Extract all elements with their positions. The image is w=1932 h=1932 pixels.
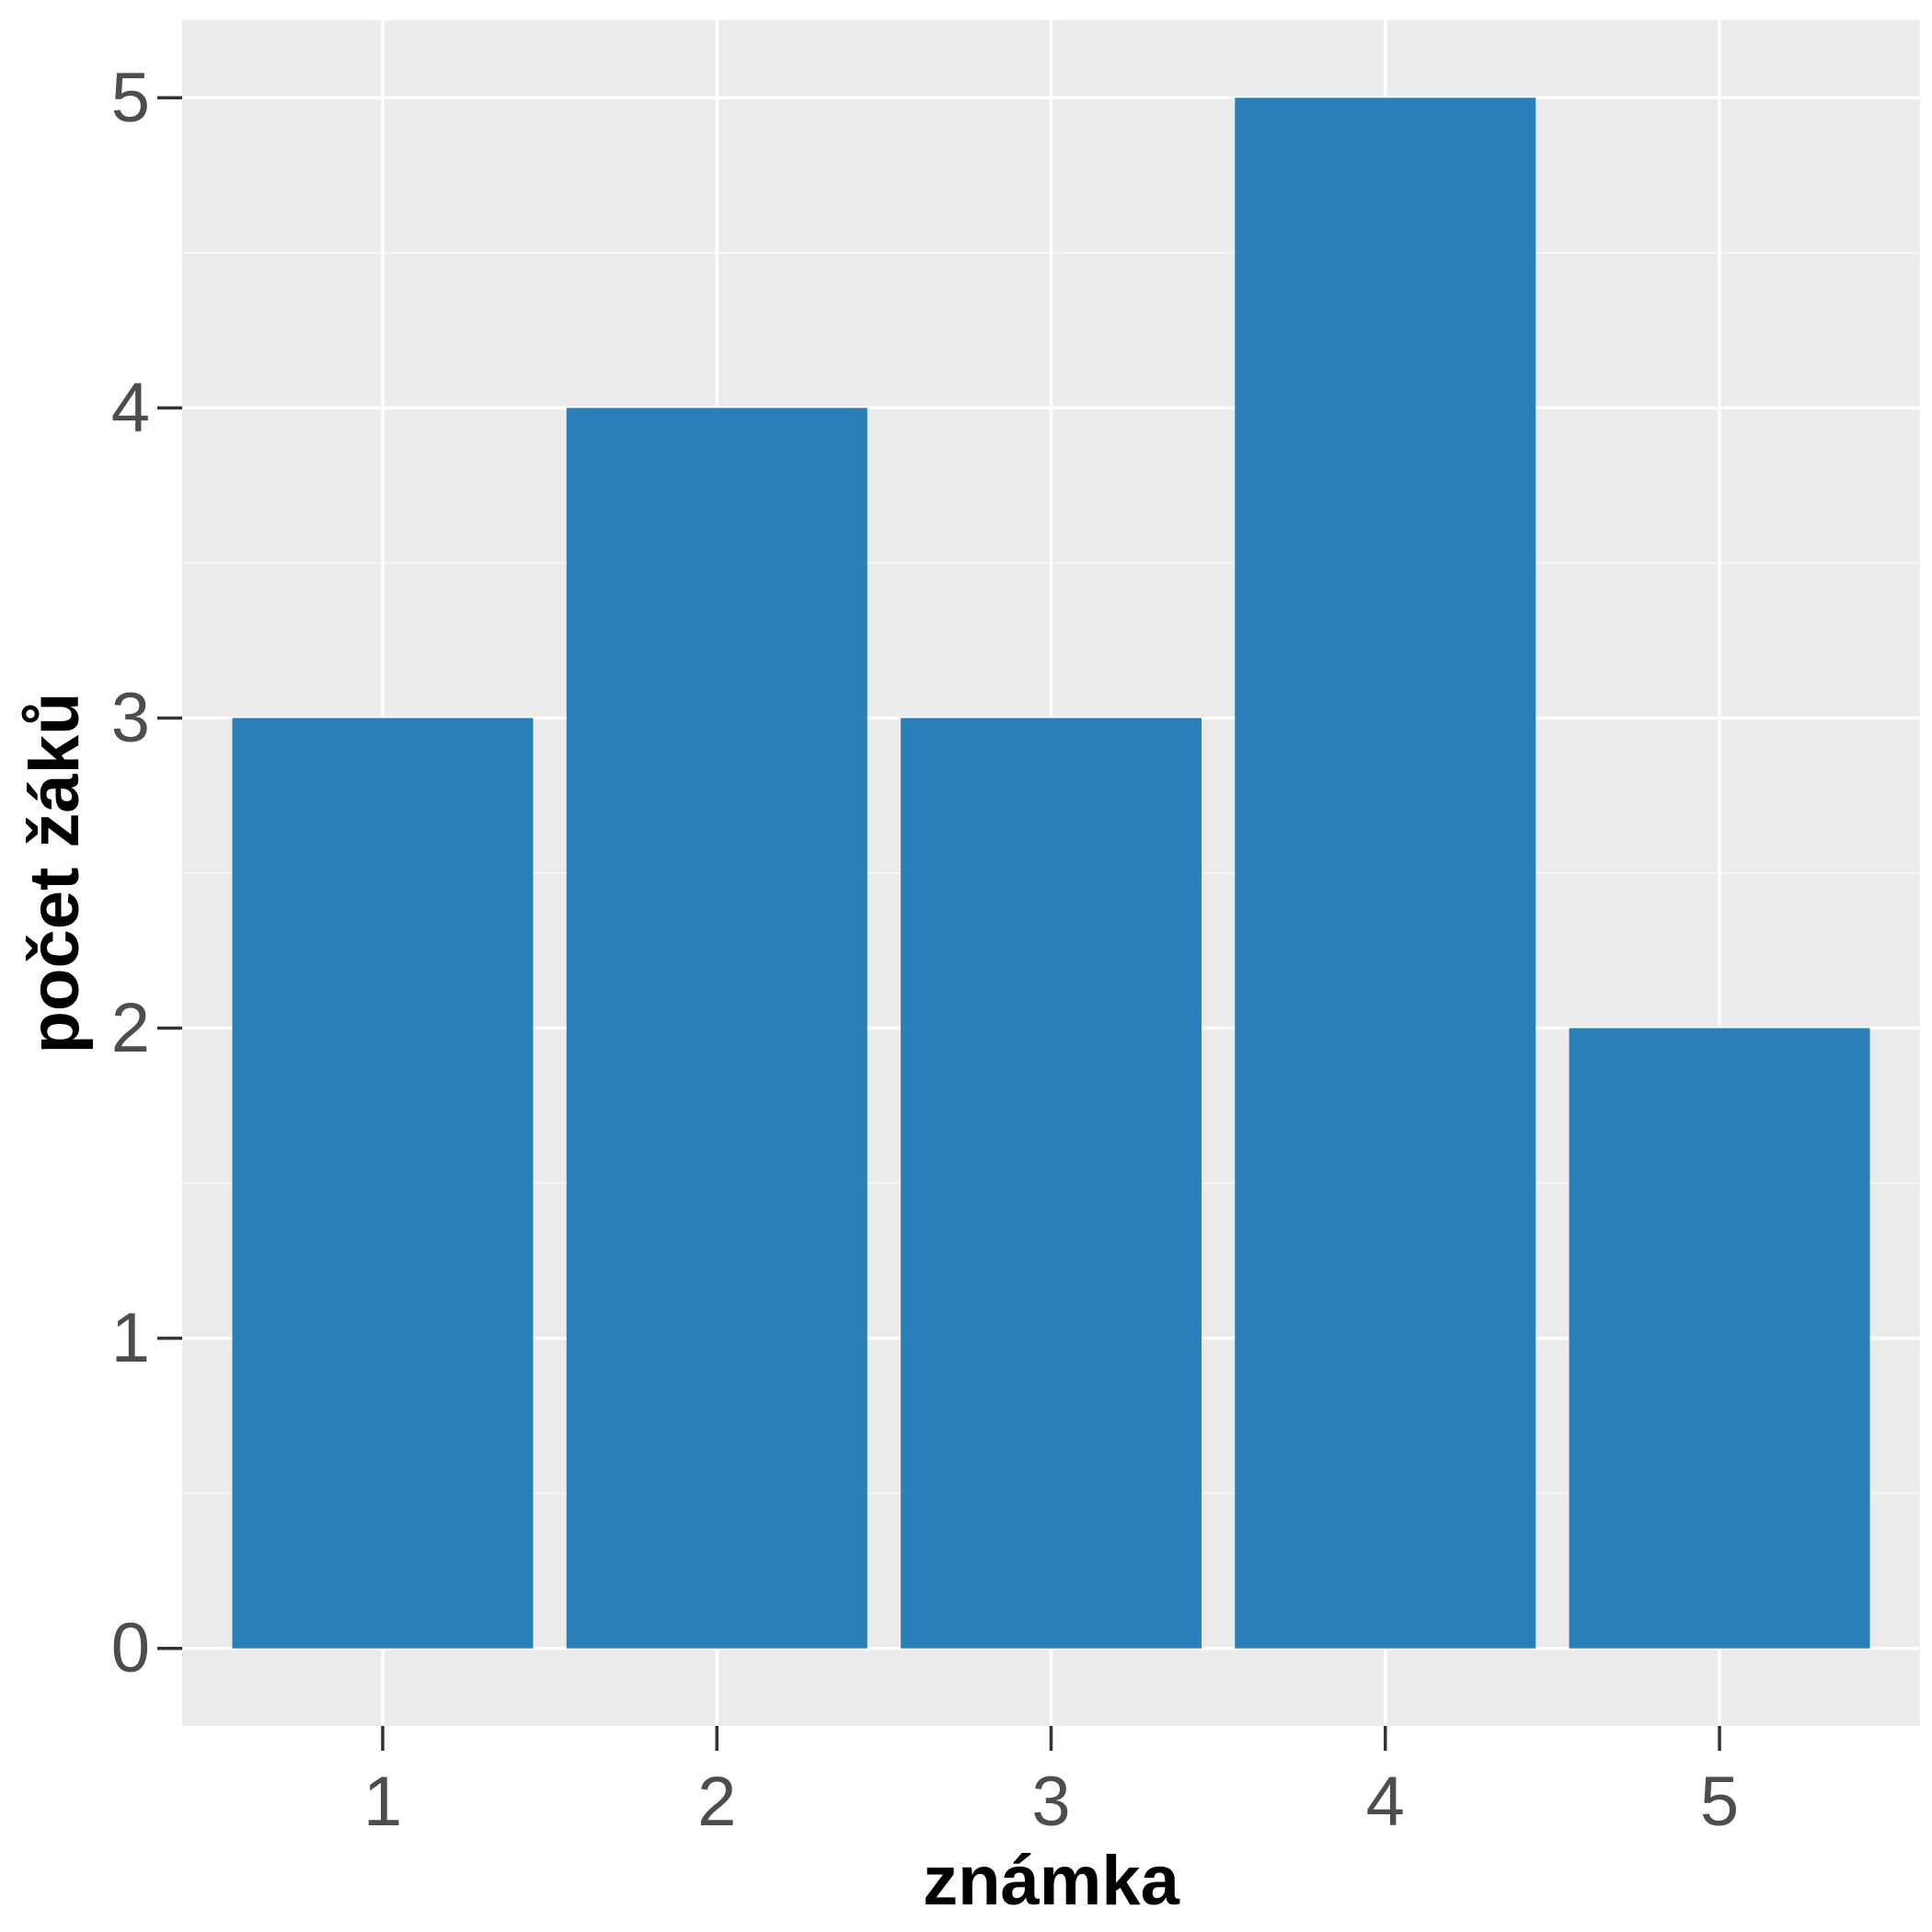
bar-1: [232, 718, 534, 1649]
x-tick-label: 1: [363, 1763, 402, 1841]
x-axis-title: známka: [923, 1842, 1180, 1920]
x-tick-label: 3: [1031, 1763, 1070, 1841]
bar-2: [566, 408, 868, 1649]
y-tick-label: 0: [111, 1609, 150, 1687]
x-axis-ticks: 1 2 3 4 5: [363, 1726, 1739, 1841]
y-tick-label: 1: [111, 1299, 150, 1377]
bar-5: [1569, 1028, 1870, 1649]
x-tick-label: 2: [697, 1763, 736, 1841]
y-axis-title: počet žáků: [16, 693, 94, 1054]
bar-3: [901, 718, 1202, 1649]
y-tick-label: 3: [111, 679, 150, 757]
y-axis-ticks: 0 1 2 3 4 5: [111, 59, 182, 1687]
y-tick-label: 2: [111, 989, 150, 1067]
bars: [232, 98, 1870, 1649]
x-tick-label: 4: [1366, 1763, 1405, 1841]
x-tick-label: 5: [1700, 1763, 1739, 1841]
y-tick-label: 4: [111, 369, 150, 447]
bar-4: [1235, 98, 1536, 1649]
y-tick-label: 5: [111, 59, 150, 137]
